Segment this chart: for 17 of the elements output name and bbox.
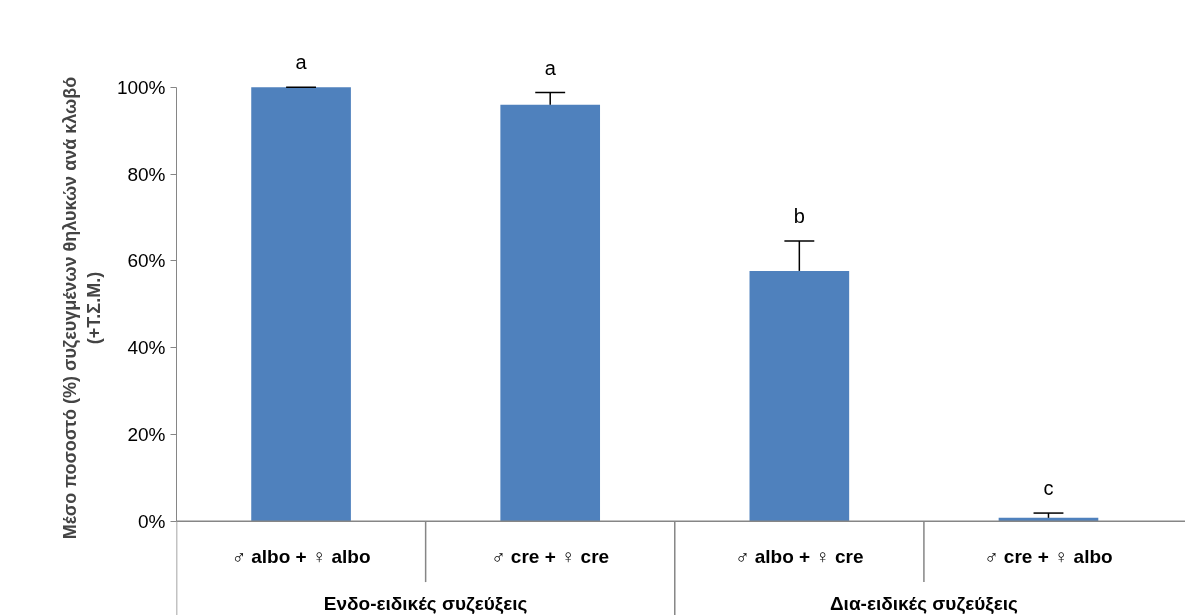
annotation: a	[544, 56, 557, 79]
y-tick-label: 60%	[127, 250, 166, 272]
annotation: c	[1043, 477, 1054, 500]
y-axis-title: Μέσο ποσοστό (%) συζευγμένων θηλυκών ανά κλωβό (+Τ.Σ.Μ.)	[59, 76, 104, 540]
x-tick-label: ♂ cre + ♀ cre	[491, 545, 610, 567]
x-tick-label: ♂ albo + ♀ albo	[231, 545, 371, 567]
y-tick-label: 80%	[127, 163, 166, 185]
annotation: b	[793, 204, 805, 227]
annotation: a	[295, 51, 308, 74]
text: Δια-ειδικές συζεύξεις	[829, 593, 1018, 615]
y-tick-label: 0%	[138, 510, 166, 532]
y-tick-label: 100%	[116, 76, 166, 98]
y-tick-label: 40%	[127, 337, 166, 359]
text: Ενδο-ειδικές συζεύξεις	[323, 593, 528, 615]
x-tick-label: ♂ albo + ♀ cre	[735, 545, 864, 567]
y-tick-label: 20%	[127, 424, 166, 446]
x-tick-label: ♂ cre + ♀ albo	[984, 545, 1113, 567]
